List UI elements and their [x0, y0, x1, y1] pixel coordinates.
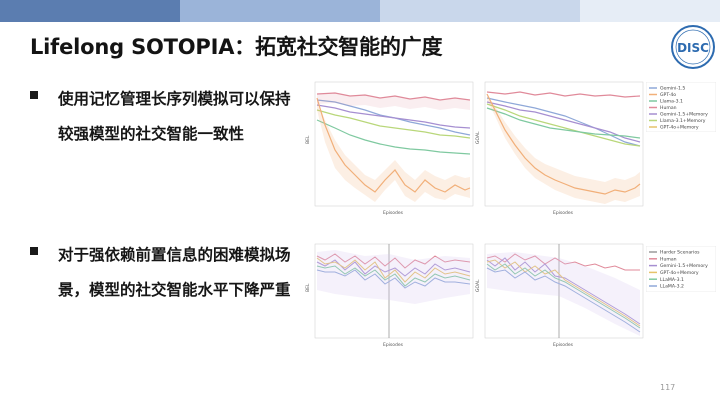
bullet-text-1: 使用记忆管理长序列模拟可以保持较强模型的社交智能一致性: [58, 90, 291, 143]
legend-top: Gemini-1.5 GPT-4o Llama-3.1 Human Gemini-1.5…: [646, 82, 716, 132]
chart-bottom-left: BEL Episodes: [305, 242, 475, 352]
top-left-xlabel: Episodes: [383, 210, 404, 216]
slide-title: Lifelong SOTOPIA：拓宽社交智能的广度: [30, 35, 443, 59]
bottom-right-ylabel: GOAL: [475, 279, 481, 292]
logo-text: DISC: [677, 41, 709, 55]
disc-logo: DISC: [670, 24, 716, 70]
legend-top-item-label: Llama-3.1+Memory: [660, 118, 706, 124]
bottom-right-xlabel: Episodes: [553, 342, 574, 348]
legend-top-item-label: Llama-3.1: [660, 99, 683, 105]
bottom-left-xlabel: Episodes: [383, 342, 404, 348]
bottom-left-ylabel: BEL: [305, 283, 311, 292]
top-left-ylabel: BEL: [305, 135, 311, 144]
top-right-ylabel: GOAL: [475, 131, 481, 144]
legend-bottom-item-label: Gemini-1.5+Memory: [660, 263, 708, 269]
chart-bottom-right: GOAL Episodes: [475, 242, 645, 352]
legend-bottom-item-label: Human: [660, 256, 677, 262]
slide-title-container: Lifelong SOTOPIA：拓宽社交智能的广度: [30, 28, 442, 64]
legend-bottom-item-label: LLaMA-3.2: [660, 284, 684, 290]
legend-top-item-label: Gemini-1.5+Memory: [660, 112, 708, 118]
page-number: 117: [660, 383, 676, 392]
legend-bottom: Harder Scenarios Human Gemini-1.5+Memory GP…: [646, 246, 716, 292]
legend-top-item-label: GPT-4o: [660, 92, 676, 98]
square-bullet-icon: [30, 91, 38, 99]
chart-top-right: GOAL Episodes: [475, 80, 645, 220]
legend-top-item-label: Gemini-1.5: [660, 86, 685, 92]
chart-top-left: BEL Episodes: [305, 80, 475, 220]
top-right-xlabel: Episodes: [553, 210, 574, 216]
top-accent-band: [0, 0, 720, 22]
legend-top-item-label: GPT-4o+Memory: [660, 125, 699, 131]
legend-bottom-item-label: LLaMA-3.1: [660, 277, 684, 283]
legend-bottom-item-label: Harder Scenarios: [660, 250, 700, 256]
bullet-text-2: 对于强依赖前置信息的困难模拟场景，模型的社交智能水平下降严重: [58, 246, 291, 299]
square-bullet-icon: [30, 247, 38, 255]
legend-top-item-label: Human: [660, 105, 677, 111]
legend-bottom-item-label: GPT-4o+Memory: [660, 270, 699, 276]
